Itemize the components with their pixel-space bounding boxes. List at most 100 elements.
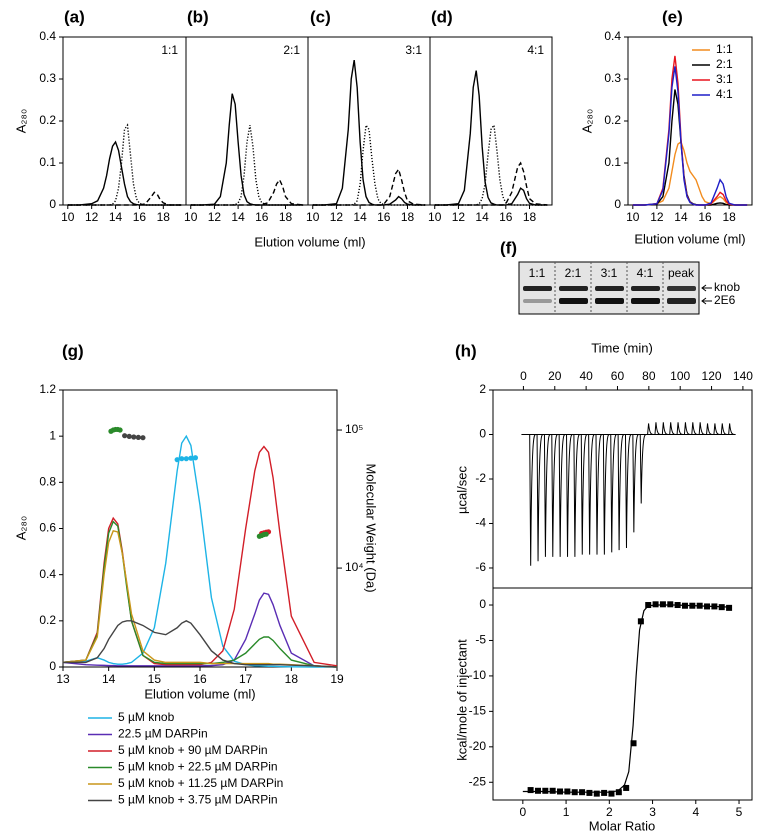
injection-peak bbox=[580, 433, 588, 555]
mw-point bbox=[140, 435, 146, 441]
injection-peak bbox=[566, 433, 573, 557]
line bbox=[434, 161, 548, 206]
band-label: knob bbox=[714, 280, 740, 294]
panel-label: 2:1 bbox=[283, 43, 300, 57]
point bbox=[579, 789, 586, 796]
panel-title: (g) bbox=[62, 341, 84, 360]
x-tick-label: 16 bbox=[255, 210, 269, 224]
band bbox=[595, 298, 624, 304]
x-tick-label: 18 bbox=[523, 210, 537, 224]
line bbox=[190, 125, 304, 206]
injection-peak bbox=[624, 433, 632, 548]
legend-label: 1:1 bbox=[716, 42, 733, 56]
injection-peak bbox=[728, 423, 735, 435]
y-tick-label: 0.2 bbox=[39, 613, 56, 627]
y-tick-label: 0 bbox=[479, 597, 486, 611]
x-tick-label: 0 bbox=[519, 805, 526, 819]
injection-peak bbox=[647, 423, 654, 435]
y2-tick-label: 10⁴ bbox=[345, 560, 364, 574]
legend-label: 5 µM knob + 22.5 µM DARPin bbox=[118, 760, 278, 774]
line bbox=[67, 140, 182, 206]
line bbox=[63, 620, 338, 668]
panel-title: (b) bbox=[187, 7, 209, 26]
y-tick-label: -10 bbox=[469, 668, 487, 682]
x-tick-label: 4 bbox=[692, 805, 699, 819]
point bbox=[726, 604, 733, 611]
x-tick-label: 10 bbox=[184, 210, 198, 224]
x-tick-label: 14 bbox=[102, 672, 116, 686]
x-tick-label: 0 bbox=[520, 369, 527, 383]
point bbox=[711, 603, 718, 610]
line bbox=[434, 70, 548, 206]
injection-peak bbox=[610, 433, 617, 553]
x-tick-label: 18 bbox=[279, 210, 293, 224]
panel-title: (h) bbox=[455, 341, 477, 360]
plot-frame bbox=[62, 36, 187, 206]
injection-peak bbox=[588, 433, 595, 555]
point bbox=[637, 618, 644, 625]
band bbox=[523, 286, 552, 291]
x-axis-label: Elution volume (ml) bbox=[634, 231, 745, 246]
x-axis-label: Elution volume (ml) bbox=[144, 686, 255, 701]
y-tick-label: 0.2 bbox=[604, 113, 621, 127]
point bbox=[571, 789, 578, 796]
injection-peak bbox=[617, 433, 625, 551]
x-tick-label: 3 bbox=[649, 805, 656, 819]
point bbox=[601, 789, 608, 796]
band bbox=[631, 298, 660, 304]
y-tick-label: -4 bbox=[475, 516, 486, 530]
point bbox=[659, 601, 666, 608]
panel-title: (c) bbox=[310, 7, 331, 26]
y-axis-label: µcal/sec bbox=[454, 466, 469, 514]
mw-point bbox=[174, 457, 180, 463]
x-tick-label: 18 bbox=[401, 210, 415, 224]
point bbox=[674, 602, 681, 609]
legend-label: 5 µM knob + 90 µM DARPin bbox=[118, 743, 268, 757]
panel-label: 1:1 bbox=[161, 43, 178, 57]
x-tick-label: 13 bbox=[56, 672, 70, 686]
y-tick-label: 0.1 bbox=[604, 155, 621, 169]
injection-peak bbox=[595, 433, 603, 555]
injection-peak bbox=[683, 422, 691, 435]
point bbox=[557, 788, 564, 795]
y-tick-label: 0.6 bbox=[39, 521, 56, 535]
lane-label: peak bbox=[668, 266, 695, 280]
x-tick-label: 18 bbox=[157, 210, 171, 224]
band bbox=[523, 299, 552, 303]
lane-label: 1:1 bbox=[529, 266, 546, 280]
line bbox=[62, 529, 338, 668]
line bbox=[312, 59, 426, 206]
x-tick-label: 14 bbox=[353, 210, 367, 224]
plot-frame bbox=[429, 36, 553, 206]
x-tick-label: 10 bbox=[61, 210, 75, 224]
panel-label: 4:1 bbox=[527, 43, 544, 57]
x-tick-label: 5 bbox=[736, 805, 743, 819]
x-tick-label: 12 bbox=[208, 210, 222, 224]
panel-title: (d) bbox=[431, 7, 453, 26]
point bbox=[534, 787, 541, 794]
plot-frame bbox=[307, 36, 431, 206]
injection-peak bbox=[661, 422, 669, 435]
point bbox=[549, 787, 556, 794]
x-tick-label: 16 bbox=[193, 672, 207, 686]
point bbox=[681, 602, 688, 609]
lane-label: 4:1 bbox=[637, 266, 654, 280]
mw-point bbox=[135, 434, 141, 440]
point bbox=[564, 788, 571, 795]
x-tick-label: 12 bbox=[85, 210, 99, 224]
mw-point bbox=[117, 427, 123, 433]
injection-peak bbox=[551, 433, 558, 557]
band bbox=[667, 286, 696, 291]
arrow bbox=[701, 284, 712, 292]
legend-label: 2:1 bbox=[716, 57, 733, 71]
y-tick-label: 0 bbox=[49, 659, 56, 673]
point bbox=[645, 602, 652, 609]
mw-point bbox=[188, 455, 194, 461]
injection-peak bbox=[536, 433, 544, 562]
plot-frame bbox=[627, 36, 753, 206]
y-tick-label: 0.3 bbox=[39, 71, 56, 85]
x-tick-label: 14 bbox=[475, 210, 489, 224]
y2-tick-label: 10⁵ bbox=[345, 422, 363, 436]
y-tick-label: -6 bbox=[475, 560, 486, 574]
point bbox=[704, 603, 711, 610]
